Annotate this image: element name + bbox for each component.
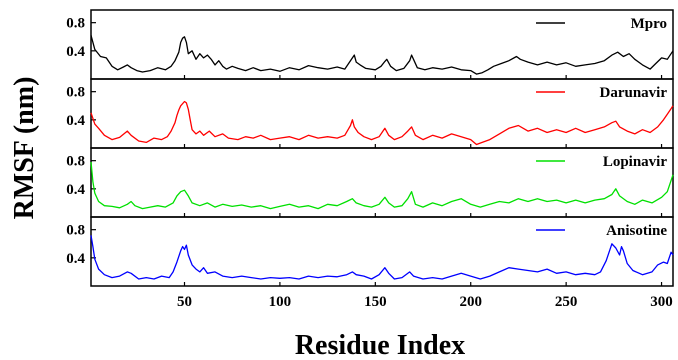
legend-label: Lopinavir [603, 154, 668, 170]
y-tick-label: 0.8 [66, 85, 85, 101]
series-line-darunavir [90, 100, 674, 146]
x-tick-label: 50 [177, 294, 192, 310]
x-axis: 50 100 150 200 250 300 [177, 294, 673, 310]
legend-label: Darunavir [600, 85, 668, 101]
y-tick-label: 0.4 [66, 182, 85, 198]
x-tick-label: 150 [364, 294, 387, 310]
x-tick-label: 250 [555, 294, 578, 310]
y-tick-label: 0.8 [66, 154, 85, 170]
panel-lopinavir: 0.4 0.8 Lopinavir [66, 147, 674, 218]
y-axis-title: RMSF (nm) [9, 77, 40, 220]
y-tick-label: 0.4 [66, 44, 85, 60]
panel-anisotine: 0.4 0.8 Anisotine [66, 216, 674, 287]
x-tick-label: 300 [650, 294, 673, 310]
legend-label: Mpro [631, 16, 667, 32]
series-line-mpro [90, 35, 674, 75]
panel-frame [90, 78, 674, 149]
y-tick-label: 0.8 [66, 223, 85, 239]
y-tick-label: 0.4 [66, 251, 85, 267]
y-tick-label: 0.8 [66, 16, 85, 32]
panel-frame [90, 147, 674, 218]
panel-frame [90, 216, 674, 287]
x-tick-label: 100 [269, 294, 292, 310]
legend-label: Anisotine [606, 223, 667, 239]
series-line-lopinavir [90, 162, 674, 210]
panel-frame [90, 9, 674, 80]
panel-mpro: 0.4 0.8 Mpro [66, 9, 674, 80]
x-axis-title: Residue Index [295, 330, 465, 360]
series-line-anisotine [90, 235, 674, 280]
panel-darunavir: 0.4 0.8 Darunavir [66, 78, 674, 149]
y-tick-label: 0.4 [66, 113, 85, 129]
x-tick-label: 200 [459, 294, 482, 310]
panels: 0.4 0.8 Mpro 0.4 0.8 Darunavir 0.4 0.8 Lopinavir… [66, 9, 674, 287]
